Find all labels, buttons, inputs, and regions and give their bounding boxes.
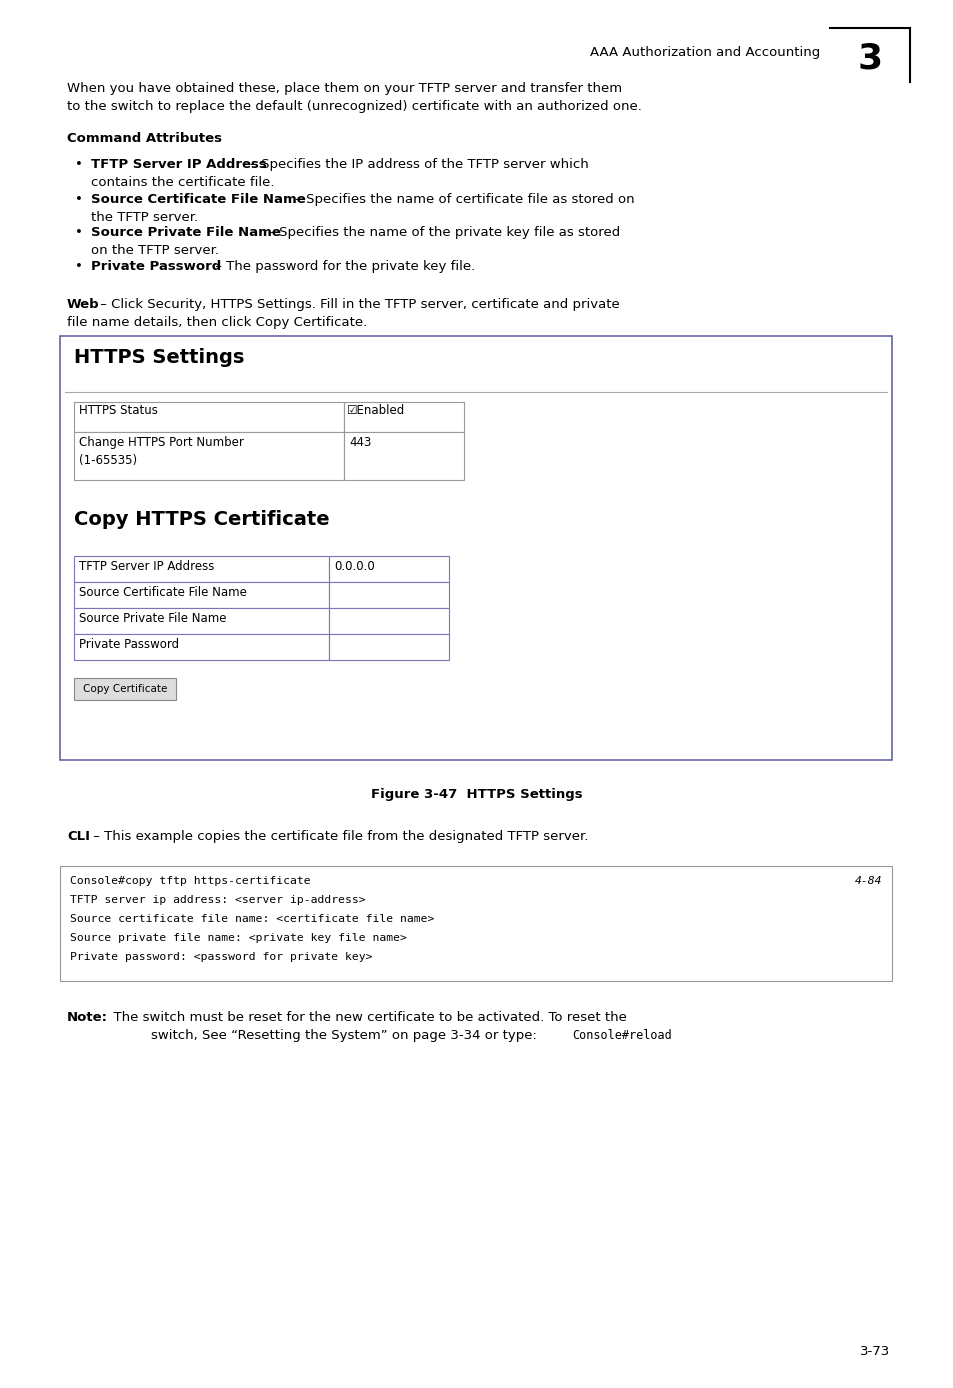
Text: 4-84: 4-84 [854,876,882,886]
Text: ☑Enabled: ☑Enabled [347,404,405,416]
Text: file name details, then click Copy Certificate.: file name details, then click Copy Certi… [67,316,367,329]
Text: contains the certificate file.: contains the certificate file. [91,176,274,189]
Text: Console#copy tftp https-certificate: Console#copy tftp https-certificate [70,876,311,886]
Text: Source Private File Name: Source Private File Name [91,226,280,239]
Bar [74,608,329,634]
Text: The switch must be reset for the new certificate to be activated. To reset the: The switch must be reset for the new cer… [105,1010,626,1024]
Text: – Click Security, HTTPS Settings. Fill in the TFTP server, certificate and priva: – Click Security, HTTPS Settings. Fill i… [96,298,619,311]
Bar [74,582,329,608]
Bar [344,432,463,480]
Text: •: • [75,158,83,171]
Text: Source Certificate File Name: Source Certificate File Name [91,193,305,205]
Text: HTTPS Status: HTTPS Status [79,404,157,416]
Bar [329,582,449,608]
Bar [60,336,891,761]
Bar [74,432,344,480]
Text: •: • [75,193,83,205]
Text: Console#reload: Console#reload [572,1029,671,1042]
Text: Copy HTTPS Certificate: Copy HTTPS Certificate [74,509,330,529]
Text: Source certificate file name: <certificate file name>: Source certificate file name: <certifica… [70,915,434,924]
Text: •: • [75,260,83,273]
Text: on the TFTP server.: on the TFTP server. [91,244,219,257]
Text: Figure 3-47  HTTPS Settings: Figure 3-47 HTTPS Settings [371,788,582,801]
Text: Source Certificate File Name: Source Certificate File Name [79,586,247,600]
Text: Private Password: Private Password [91,260,221,273]
Bar [344,403,463,432]
Text: When you have obtained these, place them on your TFTP server and transfer them: When you have obtained these, place them… [67,82,621,94]
Text: – Specifies the IP address of the TFTP server which: – Specifies the IP address of the TFTP s… [246,158,588,171]
Text: Web: Web [67,298,99,311]
Text: to the switch to replace the default (unrecognized) certificate with an authoriz: to the switch to replace the default (un… [67,100,641,112]
Bar [74,557,329,582]
Text: – Specifies the name of certificate file as stored on: – Specifies the name of certificate file… [291,193,634,205]
Bar [74,634,329,661]
Text: 3-73: 3-73 [859,1345,889,1357]
Text: Change HTTPS Port Number: Change HTTPS Port Number [79,436,244,448]
Text: HTTPS Settings: HTTPS Settings [74,348,244,366]
Bar [74,677,175,700]
Text: – The password for the private key file.: – The password for the private key file. [211,260,475,273]
Text: switch, See “Resetting the System” on page 3-34 or type:: switch, See “Resetting the System” on pa… [117,1029,540,1042]
Text: 443: 443 [349,436,371,448]
Text: CLI: CLI [67,830,90,843]
Text: – This example copies the certificate file from the designated TFTP server.: – This example copies the certificate fi… [89,830,588,843]
Bar [60,866,891,981]
Text: Note:: Note: [67,1010,108,1024]
Text: Copy Certificate: Copy Certificate [83,684,167,694]
Bar [329,557,449,582]
Text: (1-65535): (1-65535) [79,454,137,466]
Text: AAA Authorization and Accounting: AAA Authorization and Accounting [589,46,820,58]
Text: – Specifies the name of the private key file as stored: – Specifies the name of the private key … [264,226,619,239]
Text: 0.0.0.0: 0.0.0.0 [334,559,375,573]
Text: Command Attributes: Command Attributes [67,132,222,144]
Text: Source private file name: <private key file name>: Source private file name: <private key f… [70,933,406,942]
Bar [329,608,449,634]
Text: TFTP Server IP Address: TFTP Server IP Address [91,158,267,171]
Text: •: • [75,226,83,239]
Text: the TFTP server.: the TFTP server. [91,211,198,223]
Bar [74,403,344,432]
Text: TFTP server ip address: <server ip-address>: TFTP server ip address: <server ip-addre… [70,895,365,905]
Text: TFTP Server IP Address: TFTP Server IP Address [79,559,214,573]
Text: Source Private File Name: Source Private File Name [79,612,226,625]
Bar [329,634,449,661]
Text: 3: 3 [857,42,882,75]
Text: Private Password: Private Password [79,638,179,651]
Text: Private password: <password for private key>: Private password: <password for private … [70,952,372,962]
